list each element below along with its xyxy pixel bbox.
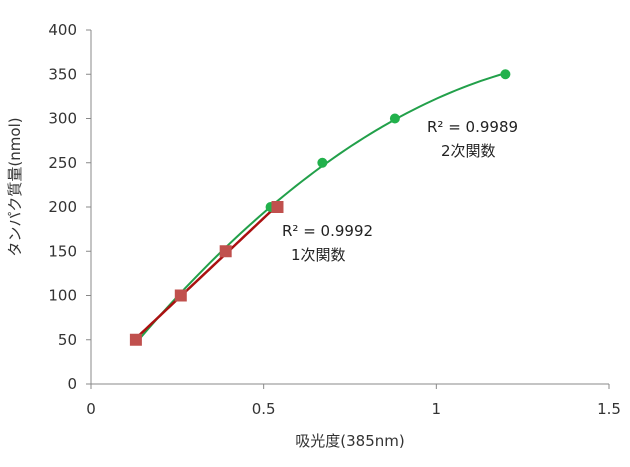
annotation-linear-label: 1次関数 (291, 246, 346, 264)
y-tick-label: 150 (48, 242, 77, 260)
tick-labels: 0 50 100 150 200 250 300 350 400 0 0.5 1 1.5 (48, 21, 621, 418)
y-tick-label: 250 (48, 154, 77, 172)
axes (86, 29, 610, 389)
data-points (129, 69, 511, 346)
trendline-quadratic (135, 72, 506, 344)
x-tick-label: 0.5 (252, 400, 276, 418)
data-point-circle (317, 157, 328, 168)
data-point-square (271, 201, 284, 213)
x-axis-title: 吸光度(385nm) (295, 432, 404, 450)
y-tick-label: 350 (48, 65, 77, 83)
annotation-quadratic-r2: R² = 0.9989 (427, 118, 518, 136)
trendlines (135, 72, 506, 344)
y-tick-label: 400 (48, 21, 77, 39)
y-tick-label: 0 (67, 375, 77, 393)
y-tick-label: 50 (58, 331, 77, 349)
data-point-square (174, 289, 187, 302)
y-axis-title: タンパク質量(nmol) (6, 117, 24, 256)
annotation-linear-r2: R² = 0.9992 (282, 222, 373, 240)
x-tick-label: 1.5 (597, 400, 621, 418)
data-point-circle (389, 113, 400, 124)
data-point-circle (500, 69, 511, 80)
y-tick-label: 300 (48, 110, 77, 128)
data-point-square (129, 333, 142, 346)
x-tick-label: 1 (432, 400, 442, 418)
trendline-linear (135, 204, 279, 340)
data-point-square (219, 245, 232, 258)
y-tick-label: 100 (48, 287, 77, 305)
x-tick-label: 0 (86, 400, 96, 418)
annotation-quadratic-label: 2次関数 (441, 142, 496, 160)
y-tick-label: 200 (48, 198, 77, 216)
